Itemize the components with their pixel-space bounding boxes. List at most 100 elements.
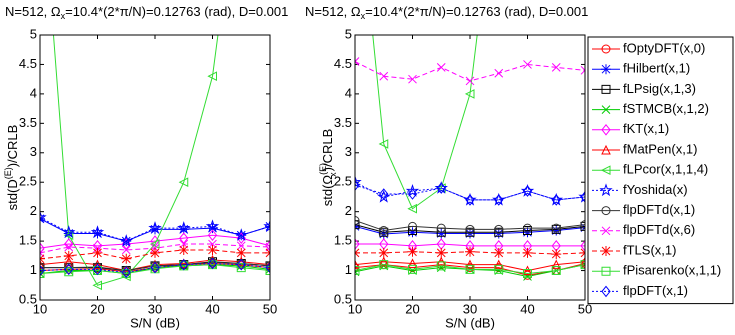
data-point (436, 182, 446, 194)
series-line (40, 234, 270, 249)
data-point (178, 224, 189, 235)
data-point (121, 236, 132, 247)
series-line (52, 35, 219, 286)
data-point (493, 259, 504, 270)
data-point (40, 210, 47, 224)
legend-marker (601, 226, 611, 236)
series-line (372, 35, 478, 210)
data-point (578, 189, 585, 203)
data-point (121, 253, 132, 264)
series-line (40, 264, 270, 275)
data-point (150, 224, 160, 235)
y-axis-label: std(Ω(E)x)/CRLB (318, 129, 338, 207)
plot-series (40, 35, 270, 291)
legend-marker (601, 144, 611, 155)
data-point (522, 185, 533, 197)
data-point (494, 194, 504, 206)
legend-marker (601, 44, 611, 54)
data-point (207, 229, 218, 242)
data-point (178, 258, 189, 268)
data-point (236, 230, 247, 241)
legend-label: fPisarenko(x,1,1) (623, 263, 721, 278)
legend-marker (601, 123, 611, 136)
chart-title: N=512, Ωx=10.4*(2*π/N)=0.12763 (rad), D=… (305, 4, 588, 21)
data-point (265, 266, 270, 276)
y-tick-label: 4.5 (19, 56, 37, 71)
data-point (523, 226, 532, 236)
data-point (405, 184, 420, 197)
data-point (523, 269, 532, 278)
data-point (523, 272, 532, 281)
data-point (436, 63, 446, 72)
y-tick-label: 2 (345, 203, 352, 218)
data-point (465, 194, 475, 206)
x-tick-label: 20 (405, 301, 419, 316)
chart-title-base: N=512, Ω (305, 4, 361, 19)
data-point (64, 242, 74, 252)
data-point (407, 246, 418, 257)
legend-marker (601, 285, 611, 298)
data-point (40, 263, 45, 273)
data-point (580, 65, 585, 75)
data-point (63, 256, 74, 267)
data-point (121, 266, 131, 279)
series-line (40, 261, 270, 272)
data-point (407, 258, 418, 268)
data-point (523, 223, 533, 233)
data-point (355, 175, 362, 188)
data-point (63, 250, 74, 261)
data-point (522, 265, 533, 276)
x-tick-label: 50 (578, 301, 592, 316)
data-point (434, 181, 448, 194)
legend-marker (600, 165, 611, 176)
data-point (178, 177, 189, 188)
x-tick-label: 50 (263, 301, 277, 316)
data-point (40, 269, 45, 278)
data-point (265, 261, 270, 274)
chart-title-sub: x (361, 11, 366, 21)
series-line (355, 220, 585, 232)
data-point (40, 259, 45, 270)
y-axis-label-sup: (E) (3, 167, 13, 179)
data-point (436, 247, 447, 258)
y-axis-label-base: std(D (5, 179, 20, 210)
x-tick-label: 40 (205, 301, 219, 316)
chart-title-tail: =10.4*(2*π/N)=0.12763 (rad), D=0.001 (365, 4, 588, 19)
data-point (580, 221, 585, 231)
data-point (436, 223, 446, 233)
legend-label: fHilbert(x,1) (623, 61, 690, 76)
data-point (463, 192, 477, 206)
legend-marker (601, 64, 611, 75)
data-point (179, 258, 189, 271)
data-point (236, 241, 246, 251)
data-point (494, 264, 504, 274)
data-point (407, 227, 418, 238)
data-point (355, 238, 360, 250)
legend-marker (601, 84, 611, 94)
chart-title-base: N=512, Ω (5, 4, 61, 19)
y-tick-label: 4 (30, 85, 37, 100)
y-tick-label: 1 (345, 262, 352, 277)
x-tick-label: 20 (90, 301, 104, 316)
data-point (263, 219, 270, 233)
y-tick-label: 1.5 (334, 233, 352, 248)
data-point (551, 63, 561, 72)
data-point (520, 184, 535, 197)
data-point (436, 261, 446, 271)
data-point (355, 179, 360, 191)
data-point (465, 246, 475, 257)
legend-marker (599, 183, 613, 197)
data-point (551, 223, 561, 233)
data-point (150, 261, 160, 274)
data-point (551, 259, 562, 270)
data-point (207, 244, 218, 255)
data-point (464, 89, 475, 99)
data-point (551, 194, 561, 206)
x-tick-label: 10 (348, 301, 362, 316)
data-point (407, 188, 418, 200)
data-point (580, 260, 585, 270)
data-point (580, 240, 585, 252)
legend-marker (601, 246, 611, 256)
data-point (408, 221, 418, 231)
legend-label: fTLS(x,1) (623, 242, 676, 257)
